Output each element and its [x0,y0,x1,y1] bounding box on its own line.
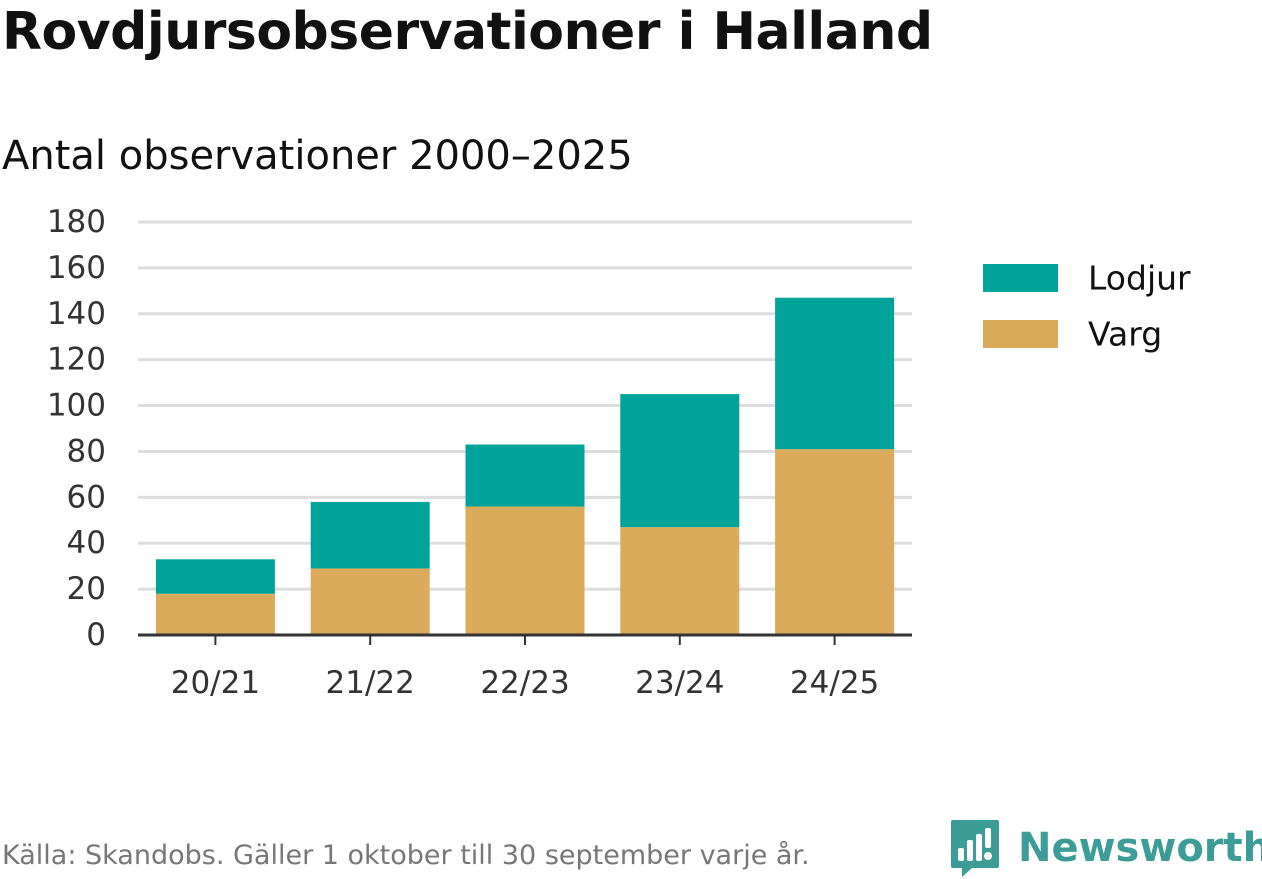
bar-varg-24-25 [775,449,895,635]
bar-varg-23-24 [620,527,740,635]
bars [155,297,895,635]
legend-swatch-varg [983,320,1058,348]
newsworthy-logo-icon [951,820,999,877]
y-tick-label: 140 [47,296,106,332]
legend-label-lodjur: Lodjur [1088,259,1191,298]
x-axis: 20/21 21/22 22/23 23/24 24/25 [138,633,912,701]
y-tick-label: 120 [47,342,106,378]
x-tick-label: 22/23 [480,665,569,701]
bar-lodjur-21-22 [310,501,430,569]
x-tick-label: 23/24 [635,665,724,701]
bar-varg-22-23 [465,506,585,635]
y-tick-label: 180 [47,204,106,240]
bar-lodjur-24-25 [775,297,895,450]
y-tick-label: 80 [67,433,106,469]
bar-varg-21-22 [310,568,430,635]
newsworthy-logo: Newsworthy [950,818,1262,878]
source-note: Källa: Skandobs. Gäller 1 oktober till 3… [2,840,810,871]
bar-lodjur-23-24 [620,394,740,528]
legend-swatch-lodjur [983,264,1058,292]
bar-lodjur-20-21 [155,559,275,594]
legend-label-varg: Varg [1088,315,1162,354]
x-tick-label: 21/22 [326,665,415,701]
y-tick-label: 160 [47,250,106,286]
y-tick-label: 0 [86,617,106,653]
chart-title: Rovdjursobservationer i Halland [2,2,933,62]
x-tick-label: 24/25 [790,665,879,701]
y-axis-ticks: 0 20 40 60 80 100 120 140 160 180 [47,204,106,653]
bar-lodjur-22-23 [465,444,585,507]
chart-subtitle: Antal observationer 2000–2025 [2,133,633,179]
legend: Lodjur Varg [983,259,1191,354]
x-tick-label: 20/21 [171,665,260,701]
bar-varg-20-21 [155,593,275,635]
y-tick-label: 60 [67,479,106,515]
y-tick-label: 40 [67,525,106,561]
stacked-bar-chart: 0 20 40 60 80 100 120 140 160 180 20/21 21/22 22/23… [47,204,1191,701]
y-tick-label: 20 [67,571,106,607]
brand-name: Newsworthy [1018,825,1262,871]
y-tick-label: 100 [47,388,106,424]
